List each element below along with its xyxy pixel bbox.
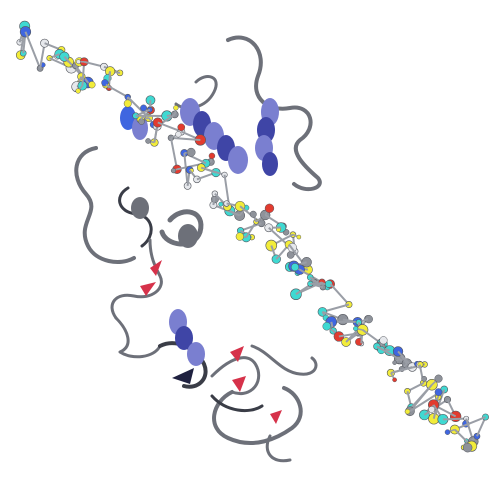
ligand-atom [235, 232, 245, 241]
ligand-bond [157, 121, 182, 133]
strand-red-2 [140, 282, 156, 296]
ligand-atom [88, 81, 96, 89]
ligand-atom [434, 388, 443, 397]
ligand-bond [240, 222, 262, 232]
ligand-bond [169, 137, 179, 170]
ligand-atom [170, 168, 177, 174]
ligand-bond [376, 345, 408, 365]
ligand-bond [476, 416, 487, 437]
ligand-atom [208, 152, 216, 160]
ligand-bond [409, 384, 433, 412]
ligand-atom [434, 374, 443, 383]
ligand-atom [19, 26, 32, 38]
strands [140, 260, 282, 424]
coil-lower-6 [210, 394, 264, 413]
ligand-chain [15, 20, 489, 453]
ligand-atom [75, 88, 81, 94]
coil-middle [159, 209, 204, 247]
ligand-atom [379, 336, 388, 345]
strand-red-3 [230, 346, 244, 362]
ligand-atom [444, 429, 451, 435]
protein-ribbon [74, 35, 322, 463]
ligand-bond [329, 283, 350, 306]
coil-upper-right [226, 35, 322, 192]
coil-lower-1 [114, 316, 162, 359]
ligand-atom [325, 280, 333, 288]
helix-upper [180, 98, 248, 174]
ligand-atom [290, 263, 300, 272]
ligand-atom [462, 442, 473, 453]
ligand-atom [123, 99, 132, 108]
ligand-atom [353, 326, 359, 332]
ligand-atom [322, 322, 331, 331]
ligand-atom [421, 375, 428, 382]
coil-lower-2 [158, 341, 208, 389]
strand-red-1 [150, 260, 162, 276]
coil-bottom-tail [265, 434, 292, 463]
ligand-atom [76, 59, 81, 65]
ligand-bond [245, 221, 257, 238]
ligand-atom [428, 406, 436, 413]
helix-right [255, 98, 279, 176]
ligand-atom [392, 377, 397, 383]
ligand-atom [249, 210, 257, 218]
coil-lower-4 [212, 386, 303, 445]
ligand-atom [296, 234, 302, 240]
strand-red-4 [232, 376, 246, 392]
ligand-atom [264, 203, 275, 213]
helices [120, 98, 279, 366]
ligand-atom [218, 201, 224, 207]
ligand-atom [404, 408, 411, 415]
ligand-atom [140, 104, 147, 112]
ligand-atom [392, 360, 397, 365]
ligand-bond [454, 416, 486, 431]
helix-mid-gray [131, 197, 198, 248]
coil-middle-2 [110, 238, 163, 320]
ligand-atom [175, 131, 182, 138]
ligand-atom [177, 123, 186, 132]
coil-lower-3 [210, 356, 261, 395]
strand-dark-1 [172, 368, 194, 384]
ligand-bond [105, 83, 129, 98]
strand-red-5 [270, 410, 282, 424]
ligand-bond [442, 417, 467, 421]
helix-lower [169, 309, 205, 366]
ligand-atom [186, 147, 196, 157]
ligand-bond [24, 31, 42, 69]
ligand-bond [200, 166, 225, 176]
ligand-atom [286, 251, 295, 259]
coil-lower-5 [250, 344, 318, 376]
coil-left-1 [74, 146, 136, 264]
ligand-atom [173, 105, 179, 111]
ligand-atom [145, 138, 151, 144]
ligand-bond [170, 136, 201, 141]
